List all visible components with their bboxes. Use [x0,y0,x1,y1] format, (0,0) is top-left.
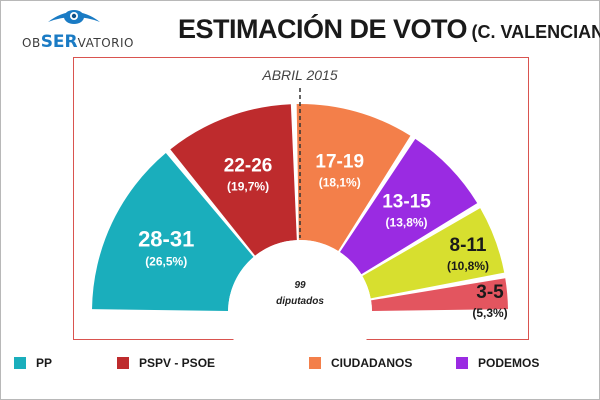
sector-percent-label: (13,8%) [386,215,428,229]
legend-item-pp: PP [14,356,52,370]
legend-item-ciudadanos: CIUDADANOS [309,356,412,370]
legend-label: CIUDADANOS [331,356,412,370]
legend-swatch [309,357,321,369]
sector-seats-label: 8-11 [450,235,487,256]
sector-percent-label: (19,7%) [227,179,269,193]
sector-percent-label: (10,8%) [447,259,489,273]
sector-seats-label: 28-31 [138,227,194,252]
hemicycle-chart: ABRIL 2015 99 diputados 28-31 (26,5%) 22-2… [0,0,600,345]
legend-swatch [117,357,129,369]
chart-subtitle: ABRIL 2015 [261,67,337,83]
sector-seats-label: 17-19 [315,151,364,172]
sector-seats-label: 13-15 [382,191,431,212]
sector-percent-label: (18,1%) [319,175,361,189]
legend: PP PSPV - PSOE CIUDADANOS PODEMOS [0,356,600,386]
legend-label: PSPV - PSOE [139,356,215,370]
center-seats-label: diputados [276,296,324,307]
legend-swatch [456,357,468,369]
center-seats-value: 99 [294,280,306,291]
sector-percent-label: (26,5%) [145,255,187,269]
legend-item-pspv-psoe: PSPV - PSOE [117,356,215,370]
sector-percent-label: (5,3%) [472,306,507,320]
legend-label: PODEMOS [478,356,539,370]
legend-label: PP [36,356,52,370]
sector-seats-label: 3-5 [476,282,504,303]
legend-item-podemos: PODEMOS [456,356,539,370]
legend-swatch [14,357,26,369]
sector-seats-label: 22-26 [224,155,273,176]
